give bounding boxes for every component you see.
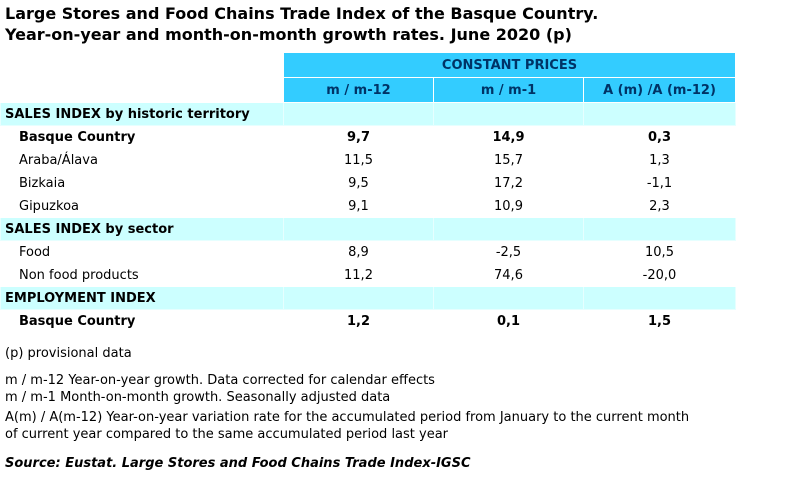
section-row: SALES INDEX by sector: [0, 217, 736, 241]
row-label: Non food products: [0, 263, 284, 287]
row-label: EMPLOYMENT INDEX: [0, 286, 284, 310]
row-label: Food: [0, 240, 284, 264]
section-cell: [583, 217, 736, 241]
section-cell: [583, 286, 736, 310]
section-row: SALES INDEX by historic territory: [0, 102, 736, 126]
note: A(m) / A(m-12) Year-on-year variation ra…: [5, 410, 690, 442]
title: Large Stores and Food Chains Trade Index…: [5, 4, 599, 44]
section-cell: [433, 102, 584, 126]
data-row: Basque Country 1,2 0,1 1,5: [0, 309, 736, 333]
cell-value: 11,2: [283, 263, 434, 287]
section-row: EMPLOYMENT INDEX: [0, 286, 736, 310]
cell-value: 2,3: [583, 194, 736, 218]
cell-value: -20,0: [583, 263, 736, 287]
blank-cell: [0, 52, 284, 78]
note: m / m-1 Month-on-month growth. Seasonall…: [5, 390, 391, 405]
section-cell: [433, 217, 584, 241]
cell-value: 10,5: [583, 240, 736, 264]
note: m / m-12 Year-on-year growth. Data corre…: [5, 373, 435, 388]
cell-value: 74,6: [433, 263, 584, 287]
data-row: Bizkaia 9,5 17,2 -1,1: [0, 171, 736, 195]
cell-value: 1,2: [283, 309, 434, 333]
row-label: Basque Country: [0, 125, 284, 149]
cell-value: 1,3: [583, 148, 736, 172]
row-label: SALES INDEX by sector: [0, 217, 284, 241]
section-cell: [283, 286, 434, 310]
data-row: Gipuzkoa 9,1 10,9 2,3: [0, 194, 736, 218]
header-row: CONSTANT PRICES: [0, 52, 736, 78]
blank-cell: [0, 77, 284, 103]
data-row: Basque Country 9,7 14,9 0,3: [0, 125, 736, 149]
section-cell: [283, 217, 434, 241]
cell-value: 1,5: [583, 309, 736, 333]
section-cell: [283, 102, 434, 126]
column-header-row: m / m-12 m / m-1 A (m) /A (m-12): [0, 77, 736, 103]
data-row: Araba/Álava 11,5 15,7 1,3: [0, 148, 736, 172]
cell-value: -1,1: [583, 171, 736, 195]
cell-value: 14,9: [433, 125, 584, 149]
row-label: SALES INDEX by historic territory: [0, 102, 284, 126]
cell-value: 9,7: [283, 125, 434, 149]
data-row: Non food products 11,2 74,6 -20,0: [0, 263, 736, 287]
cell-value: 0,1: [433, 309, 584, 333]
column-header: m / m-1: [433, 77, 584, 103]
header-group: CONSTANT PRICES: [283, 52, 736, 78]
section-cell: [433, 286, 584, 310]
row-label: Gipuzkoa: [0, 194, 284, 218]
cell-value: 15,7: [433, 148, 584, 172]
row-label: Araba/Álava: [0, 148, 284, 172]
cell-value: 9,5: [283, 171, 434, 195]
column-header: A (m) /A (m-12): [583, 77, 736, 103]
cell-value: 11,5: [283, 148, 434, 172]
provisional-note: (p) provisional data: [5, 346, 132, 361]
data-table: CONSTANT PRICES m / m-12 m / m-1 A (m) /A …: [0, 52, 736, 333]
row-label: Bizkaia: [0, 171, 284, 195]
column-header: m / m-12: [283, 77, 434, 103]
data-row: Food 8,9 -2,5 10,5: [0, 240, 736, 264]
cell-value: 9,1: [283, 194, 434, 218]
source: Source: Eustat. Large Stores and Food Ch…: [5, 456, 471, 471]
cell-value: 10,9: [433, 194, 584, 218]
cell-value: 17,2: [433, 171, 584, 195]
cell-value: -2,5: [433, 240, 584, 264]
row-label: Basque Country: [0, 309, 284, 333]
cell-value: 8,9: [283, 240, 434, 264]
section-cell: [583, 102, 736, 126]
cell-value: 0,3: [583, 125, 736, 149]
